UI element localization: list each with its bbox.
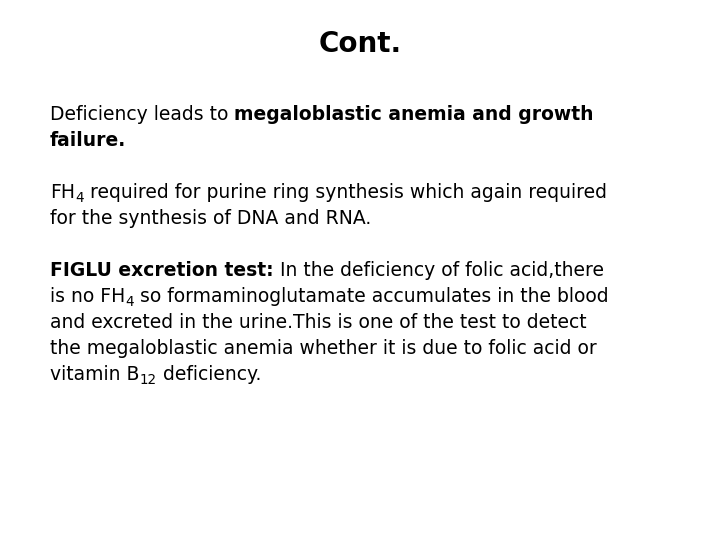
Text: FIGLU excretion test:: FIGLU excretion test: — [50, 261, 274, 280]
Text: Deficiency leads to: Deficiency leads to — [50, 105, 235, 124]
Text: vitamin B: vitamin B — [50, 365, 140, 384]
Text: 12: 12 — [140, 373, 157, 387]
Text: 4: 4 — [75, 191, 84, 205]
Text: megaloblastic anemia and growth: megaloblastic anemia and growth — [235, 105, 594, 124]
Text: Cont.: Cont. — [318, 30, 402, 58]
Text: FH: FH — [50, 183, 75, 202]
Text: so formaminoglutamate accumulates in the blood: so formaminoglutamate accumulates in the… — [134, 287, 608, 306]
Text: In the deficiency of folic acid,there: In the deficiency of folic acid,there — [274, 261, 603, 280]
Text: for the synthesis of DNA and RNA.: for the synthesis of DNA and RNA. — [50, 209, 372, 228]
Text: failure.: failure. — [50, 131, 126, 150]
Text: 4: 4 — [125, 295, 134, 309]
Text: is no FH: is no FH — [50, 287, 125, 306]
Text: and excreted in the urine.This is one of the test to detect: and excreted in the urine.This is one of… — [50, 313, 587, 332]
Text: required for purine ring synthesis which again required: required for purine ring synthesis which… — [84, 183, 607, 202]
Text: the megaloblastic anemia whether it is due to folic acid or: the megaloblastic anemia whether it is d… — [50, 339, 597, 358]
Text: deficiency.: deficiency. — [157, 365, 261, 384]
